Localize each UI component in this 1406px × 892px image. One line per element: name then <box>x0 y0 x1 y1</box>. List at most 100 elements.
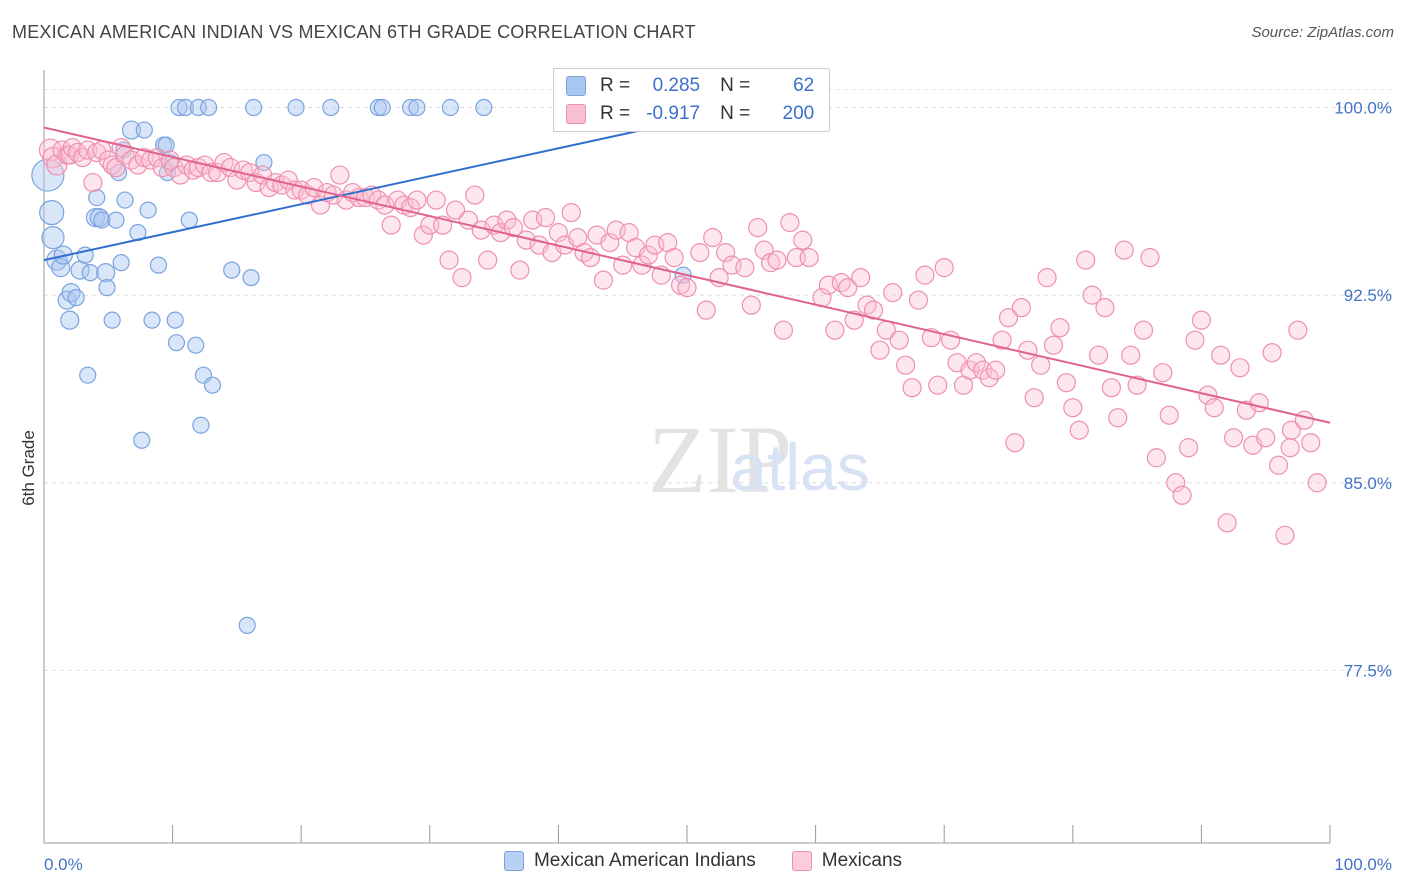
data-point <box>1088 345 1109 365</box>
data-point <box>401 98 420 117</box>
data-point <box>838 278 858 298</box>
data-point <box>79 366 97 384</box>
x-tick-label-max: 100.0% <box>1334 855 1392 874</box>
data-point <box>170 98 188 117</box>
data-point <box>992 330 1012 350</box>
data-point <box>593 270 614 290</box>
stats-row-pink: R = -0.917 N = 200 <box>566 101 814 127</box>
data-point <box>439 250 459 270</box>
data-point <box>176 98 195 117</box>
data-point <box>200 98 218 117</box>
stats-row-blue: R = 0.285 N = 62 <box>566 73 814 99</box>
data-point <box>475 98 493 117</box>
data-point <box>441 98 459 117</box>
data-point <box>1056 373 1076 393</box>
data-point <box>1140 248 1160 268</box>
data-point <box>1011 298 1031 318</box>
legend-swatch-blue <box>503 851 524 871</box>
data-point <box>883 283 903 303</box>
data-point <box>1082 285 1102 305</box>
data-point <box>381 215 401 235</box>
data-point <box>87 142 107 163</box>
data-point <box>600 233 620 253</box>
data-point <box>41 226 65 250</box>
data-point <box>831 273 851 293</box>
data-point <box>112 254 130 272</box>
data-point <box>98 279 116 297</box>
data-point <box>1146 448 1166 468</box>
y-tick-label: 92.5% <box>1344 286 1392 305</box>
data-point <box>1069 420 1089 440</box>
data-point <box>889 330 909 350</box>
series-legend: Mexican American Indians Mexicans <box>0 850 1406 872</box>
data-point <box>1172 485 1192 505</box>
r-value: 0.285 <box>652 75 701 96</box>
data-point <box>192 416 210 434</box>
data-point <box>1204 398 1224 418</box>
data-point <box>152 157 172 178</box>
data-point <box>1063 398 1083 418</box>
data-point <box>1133 320 1154 340</box>
data-point <box>735 258 755 278</box>
trend-line <box>43 116 701 262</box>
data-point <box>986 360 1006 380</box>
data-point <box>157 136 175 154</box>
data-point <box>93 211 111 229</box>
data-point <box>128 155 148 175</box>
data-point <box>133 431 151 449</box>
data-point <box>1301 433 1321 453</box>
data-point <box>1217 513 1237 533</box>
r-value: -0.917 <box>646 103 701 124</box>
data-point <box>1307 473 1327 493</box>
data-point <box>465 185 485 205</box>
data-point <box>928 375 948 395</box>
data-point <box>1043 335 1064 355</box>
n-value: 200 <box>782 103 815 124</box>
data-point <box>908 290 929 310</box>
watermark-zip: ZIP <box>648 406 792 513</box>
data-point <box>139 201 157 219</box>
data-point <box>61 283 81 303</box>
data-point <box>39 199 65 226</box>
data-point <box>143 311 161 329</box>
data-point <box>322 98 340 117</box>
y-axis-title: 6th Grade <box>19 430 38 506</box>
legend-item-mexicans[interactable]: Mexicans <box>791 850 902 872</box>
data-point <box>1018 340 1038 360</box>
data-point <box>1114 240 1134 260</box>
data-point <box>696 300 716 320</box>
data-point <box>715 243 736 263</box>
data-point <box>510 260 530 280</box>
y-tick-label: 85.0% <box>1344 474 1392 493</box>
data-point <box>1121 345 1141 365</box>
stats-legend: R = 0.285 N = 62 R = -0.917 N = 200 <box>553 68 830 132</box>
data-point <box>135 121 153 139</box>
data-point <box>413 225 433 245</box>
legend-swatch-pink <box>791 851 812 871</box>
data-point <box>1262 343 1282 363</box>
data-point <box>561 202 581 223</box>
series-mexican-american-indians <box>31 98 692 634</box>
data-point <box>369 98 387 117</box>
data-point <box>201 162 221 183</box>
n-value: 62 <box>793 75 815 96</box>
data-point <box>1031 355 1051 375</box>
data-point <box>373 98 391 117</box>
data-point <box>408 98 426 117</box>
data-point <box>170 165 190 185</box>
data-point <box>1178 438 1199 458</box>
data-point <box>1230 358 1250 378</box>
legend-item-mexican-american-indians[interactable]: Mexican American Indians <box>503 850 756 872</box>
data-point <box>1005 433 1025 453</box>
data-point <box>180 211 198 229</box>
data-point <box>979 368 999 388</box>
data-point <box>60 310 80 330</box>
data-point <box>1037 268 1057 288</box>
data-point <box>1249 393 1269 413</box>
data-point <box>1024 388 1044 408</box>
data-point <box>1108 408 1128 428</box>
data-point <box>966 353 986 373</box>
data-point <box>330 165 350 185</box>
data-point <box>67 289 85 307</box>
